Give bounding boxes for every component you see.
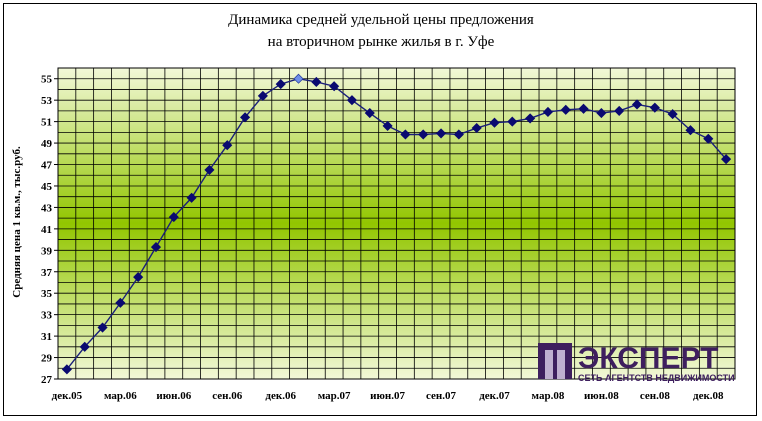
y-tick-label: 29 xyxy=(41,353,53,365)
y-tick-label: 39 xyxy=(41,245,53,257)
x-tick-label: дек.08 xyxy=(693,390,724,402)
data-point-marker xyxy=(293,73,304,84)
data-point-marker xyxy=(222,140,233,151)
data-point-marker xyxy=(435,128,447,139)
y-tick-label: 35 xyxy=(41,288,53,300)
data-point-marker xyxy=(168,211,179,223)
data-point-marker xyxy=(560,104,571,115)
data-point-marker xyxy=(631,99,643,110)
x-tick-label: мар.07 xyxy=(318,390,351,402)
data-point-marker xyxy=(115,297,126,308)
x-tick-label: июн.06 xyxy=(156,390,191,402)
data-point-marker xyxy=(489,117,500,128)
data-point-marker xyxy=(204,164,215,175)
data-point-marker xyxy=(257,90,268,101)
data-point-marker xyxy=(382,120,393,131)
data-point-marker xyxy=(186,192,197,203)
chart-title-line-1: Динамика средней удельной цены предложен… xyxy=(228,12,534,28)
x-tick-label: мар.06 xyxy=(104,390,137,402)
data-point-marker xyxy=(721,154,732,165)
data-point-marker xyxy=(685,125,696,136)
y-tick-label: 51 xyxy=(41,117,52,129)
series-price xyxy=(61,73,732,375)
x-tick-label: июн.07 xyxy=(370,390,405,402)
data-point-marker xyxy=(61,364,72,375)
plot-border xyxy=(57,67,736,380)
data-point-marker xyxy=(275,79,286,90)
data-point-marker xyxy=(133,272,144,283)
y-tick-label: 55 xyxy=(41,74,53,86)
data-point-marker xyxy=(79,341,90,352)
logo-name: ЭКСПЕРТ xyxy=(578,342,718,375)
y-tick-label: 31 xyxy=(41,331,52,343)
data-point-marker xyxy=(507,116,518,127)
data-point-marker xyxy=(614,105,625,116)
x-tick-label: дек.06 xyxy=(265,390,296,402)
x-tick-label: сен.06 xyxy=(212,390,242,402)
x-tick-label: мар.08 xyxy=(532,390,565,402)
x-tick-label: июн.08 xyxy=(584,390,619,402)
data-point-marker xyxy=(542,106,553,118)
y-axis-label: Средняя цена 1 кв.м., тыс.руб. xyxy=(11,146,23,298)
data-point-marker xyxy=(346,95,358,106)
data-point-marker xyxy=(311,76,322,88)
data-point-marker xyxy=(400,129,411,140)
data-point-marker xyxy=(364,107,375,119)
y-tick-label: 41 xyxy=(41,224,52,236)
logo-square-icon xyxy=(538,343,572,379)
x-tick-label: дек.05 xyxy=(52,390,83,402)
data-point-marker xyxy=(150,242,162,253)
x-tick-label: дек.07 xyxy=(479,390,510,402)
y-tick-label: 53 xyxy=(41,95,53,107)
data-point-marker xyxy=(97,322,108,333)
logo-tagline: СЕТЬ АГЕНТСТВ НЕДВИЖИМОСТИ xyxy=(578,373,735,383)
x-axis-ticks: дек.05 мар.06 июн.06 сен.06 дек.06 мар.07 июн.… xyxy=(52,390,724,402)
y-tick-label: 43 xyxy=(41,202,53,214)
data-point-marker xyxy=(525,113,536,124)
y-tick-label: 49 xyxy=(41,138,53,150)
x-tick-label: сен.07 xyxy=(426,390,456,402)
data-point-marker xyxy=(471,122,482,134)
y-tick-label: 27 xyxy=(41,374,53,386)
y-tick-label: 45 xyxy=(41,181,53,193)
data-point-marker xyxy=(596,107,607,119)
data-point-marker xyxy=(649,102,660,113)
expert-logo: ЭКСПЕРТ СЕТЬ АГЕНТСТВ НЕДВИЖИМОСТИ xyxy=(538,342,735,383)
data-point-marker xyxy=(578,103,589,114)
data-point-marker xyxy=(453,129,464,140)
grid xyxy=(58,68,735,379)
data-point-marker xyxy=(418,129,429,140)
y-axis-ticks: 27 29 31 33 35 37 39 41 43 45 47 49 51 53 55 xyxy=(41,74,58,386)
data-point-marker xyxy=(667,109,678,120)
data-point-marker xyxy=(240,112,251,123)
x-tick-label: сен.08 xyxy=(640,390,670,402)
chart-title-line-2: на вторичном рынке жилья в г. Уфе xyxy=(268,34,495,50)
y-tick-label: 47 xyxy=(41,160,53,172)
y-tick-label: 37 xyxy=(41,267,53,279)
data-point-marker xyxy=(703,133,714,144)
y-tick-label: 33 xyxy=(41,310,53,322)
data-point-marker xyxy=(329,81,340,92)
logo-bar-icon xyxy=(545,350,553,379)
